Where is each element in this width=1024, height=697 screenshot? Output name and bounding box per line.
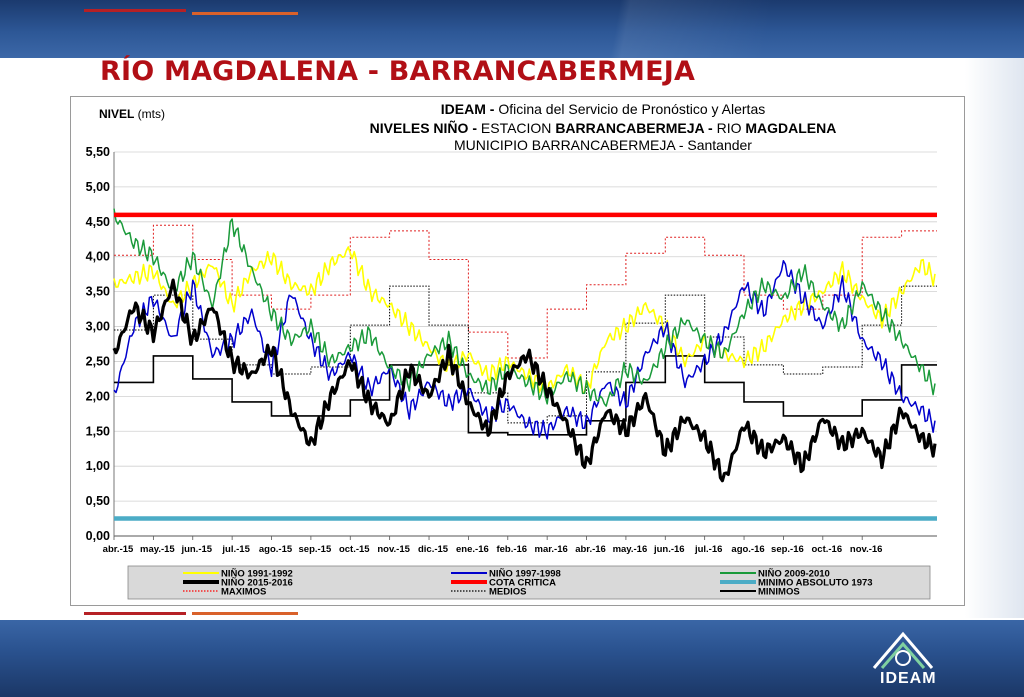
series-ni-o-1991-1992 (113, 246, 936, 398)
x-tick-label: jun.-16 (653, 544, 685, 555)
chart-svg: 0,00 0,50 1,00 1,50 2,00 2,50 3,00 3,50 4,00 4,50… (86, 101, 937, 600)
x-tick-label: sep.-16 (771, 544, 804, 555)
page-title: RÍO MAGDALENA - BARRANCABERMEJA (100, 56, 696, 87)
y-tick-label: 1,50 (86, 424, 110, 438)
y-tick-label: 5,00 (86, 180, 110, 194)
x-tick-label: oct.-15 (339, 544, 370, 555)
x-tick-label: oct.-16 (811, 544, 842, 555)
y-tick-label: 5,50 (86, 145, 110, 159)
ideam-logo-icon (872, 631, 934, 669)
y-tick-label: 2,50 (86, 354, 110, 368)
legend-label: MEDIOS (489, 587, 526, 598)
x-tick-label: mar.-16 (535, 544, 568, 555)
x-tick-label: dic.-15 (418, 544, 449, 555)
x-tick-label: jul.-15 (221, 544, 250, 555)
series-ni-o-2009-2010 (113, 208, 936, 407)
bottom-band (0, 620, 1024, 697)
x-tick-label: jul.-16 (694, 544, 722, 555)
legend: NIÑO 1991-1992 NIÑO 1997-1998 NIÑO 2009-20… (127, 565, 931, 600)
legend-label: MINIMO ABSOLUTO 1973 (758, 578, 873, 589)
x-tick-labels: abr.-15 may.-15 jun.-15 jul.-15 ago.-15 sep.-… (103, 536, 883, 555)
accent-stripe-orange (192, 12, 298, 15)
y-tick-labels: 0,00 0,50 1,00 1,50 2,00 2,50 3,00 3,50 4,00 4,50… (86, 145, 110, 543)
y-tick-label: 0,00 (86, 529, 110, 543)
title-part: IDEAM - (441, 101, 495, 117)
y-axis-label-text: NIVEL (mts) (99, 107, 165, 121)
x-tick-label: may.-16 (613, 544, 648, 555)
y-tick-label: 2,00 (86, 389, 110, 403)
grid-lines (113, 151, 937, 537)
constant-lines (114, 212, 937, 521)
y-axis-label: NIVEL (mts) (99, 107, 165, 121)
minimos-line (114, 355, 937, 436)
x-tick-label: abr.-15 (103, 544, 134, 555)
y-tick-label: 3,50 (86, 285, 110, 299)
chart-panel: 0,00 0,50 1,00 1,50 2,00 2,50 3,00 3,50 4,00 4,50… (70, 96, 965, 606)
accent-stripe-red (84, 9, 186, 12)
legend-label: NIÑO 1997-1998 (489, 569, 561, 580)
y-tick-label: 4,50 (86, 215, 110, 229)
logo-text: IDEAM (880, 670, 937, 687)
title-part: BARRANCABERMEJA - (555, 120, 713, 136)
title-part: ESTACION (477, 120, 555, 136)
title-part: RIO (713, 120, 746, 136)
x-tick-label: ago.-16 (731, 544, 764, 555)
chart-title: IDEAM - Oficina del Servicio de Pronósti… (370, 101, 837, 153)
decorative-side-shape (965, 58, 1024, 618)
legend-label: NIÑO 2015-2016 (221, 578, 293, 589)
y-tick-label: 4,00 (86, 250, 110, 264)
chart-title-line-3: MUNICIPIO BARRANCABERMEJA - Santander (454, 137, 752, 153)
chart-title-line-2: NIVELES NIÑO - ESTACION BARRANCABERMEJA … (370, 119, 837, 136)
y-axis-label-unit: (mts) (134, 107, 165, 121)
legend-box (127, 565, 931, 600)
series-ni-o-1997-1998 (113, 259, 936, 440)
legend-label: MAXIMOS (221, 587, 266, 598)
y-tick-label: 1,00 (86, 459, 110, 473)
ideam-logo: IDEAM (868, 628, 1008, 690)
x-tick-label: abr.-16 (575, 544, 606, 555)
series-lines (112, 208, 937, 483)
x-tick-label: nov.-16 (850, 544, 883, 555)
y-tick-label: 3,00 (86, 320, 110, 334)
legend-label: NIÑO 1991-1992 (221, 569, 293, 580)
title-part: Oficina del Servicio de Pronóstico y Ale… (494, 101, 765, 117)
legend-label: NIÑO 2009-2010 (758, 569, 830, 580)
title-part: MAGDALENA (745, 120, 836, 136)
x-tick-label: ago.-15 (259, 544, 293, 555)
legend-label: COTA CRITICA (489, 578, 556, 589)
bottom-accent-orange (192, 612, 298, 615)
x-tick-label: jun.-15 (180, 544, 212, 555)
x-tick-label: ene.-16 (456, 544, 489, 555)
title-part: NIVELES NIÑO - (370, 119, 478, 136)
series-ni-o-2015-2016 (112, 278, 937, 483)
title-part: MUNICIPIO BARRANCABERMEJA - Santander (454, 137, 752, 153)
x-tick-label: may.-15 (140, 544, 175, 555)
x-tick-label: feb.-16 (496, 544, 527, 555)
chart-title-line-1: IDEAM - Oficina del Servicio de Pronósti… (441, 101, 765, 117)
y-tick-label: 0,50 (86, 494, 110, 508)
y-axis-label-bold: NIVEL (99, 107, 134, 121)
x-tick-label: sep.-15 (299, 544, 332, 555)
x-tick-label: nov.-15 (377, 544, 410, 555)
legend-label: MINIMOS (758, 587, 800, 598)
bottom-accent-red (84, 612, 186, 615)
